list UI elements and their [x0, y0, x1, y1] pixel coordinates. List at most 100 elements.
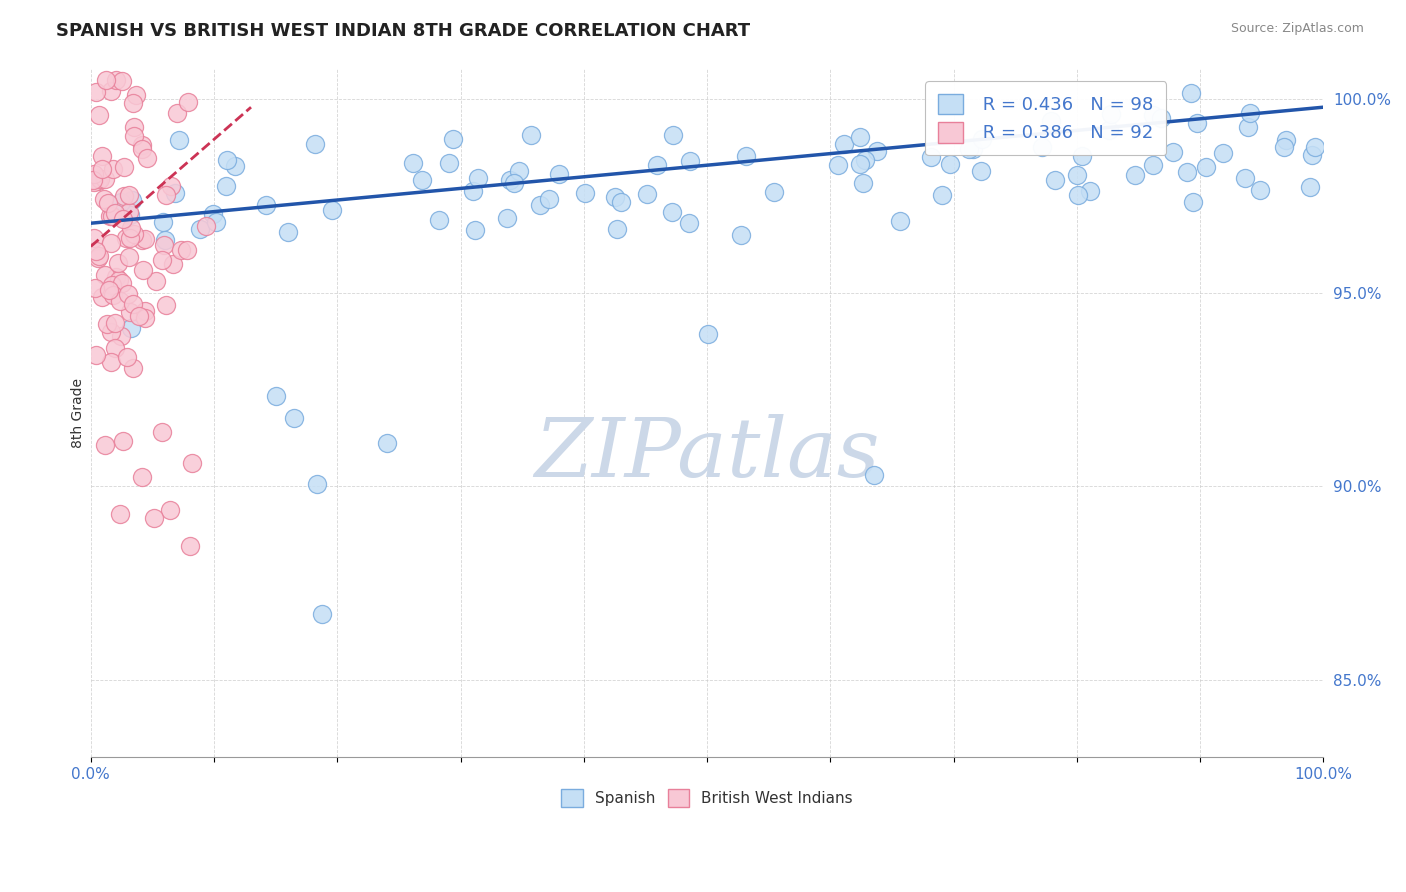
- Point: [121, 193, 143, 207]
- Point: [863, 468, 886, 483]
- Point: [889, 214, 911, 228]
- Point: [962, 142, 984, 156]
- Point: [1161, 145, 1184, 159]
- Point: [1150, 111, 1173, 125]
- Point: [735, 149, 758, 163]
- Point: [866, 144, 889, 158]
- Point: [957, 142, 980, 156]
- Point: [83, 175, 105, 189]
- Point: [104, 342, 127, 356]
- Point: [114, 161, 136, 175]
- Point: [204, 215, 226, 229]
- Point: [402, 155, 425, 169]
- Point: [1299, 179, 1322, 194]
- Point: [110, 507, 132, 521]
- Point: [730, 228, 752, 243]
- Point: [606, 222, 628, 236]
- Point: [849, 157, 872, 171]
- Point: [1185, 115, 1208, 129]
- Point: [89, 172, 111, 186]
- Point: [827, 158, 849, 172]
- Point: [441, 131, 464, 145]
- Point: [304, 136, 326, 151]
- Point: [439, 156, 461, 170]
- Point: [131, 142, 153, 156]
- Point: [529, 198, 551, 212]
- Point: [1275, 133, 1298, 147]
- Point: [264, 389, 287, 403]
- Point: [82, 173, 104, 187]
- Point: [93, 192, 115, 206]
- Point: [155, 298, 177, 312]
- Point: [101, 288, 124, 302]
- Point: [1040, 113, 1063, 128]
- Point: [100, 235, 122, 250]
- Point: [122, 120, 145, 134]
- Point: [122, 95, 145, 110]
- Point: [122, 129, 145, 144]
- Point: [848, 130, 870, 145]
- Point: [970, 164, 993, 178]
- Point: [83, 281, 105, 295]
- Point: [1067, 187, 1090, 202]
- Point: [131, 263, 153, 277]
- Legend: Spanish, British West Indians: Spanish, British West Indians: [554, 781, 860, 814]
- Point: [1180, 87, 1202, 101]
- Point: [84, 85, 107, 99]
- Point: [104, 316, 127, 330]
- Point: [1301, 148, 1323, 162]
- Point: [118, 305, 141, 319]
- Point: [87, 174, 110, 188]
- Point: [461, 184, 484, 198]
- Point: [131, 469, 153, 483]
- Point: [464, 222, 486, 236]
- Point: [636, 186, 658, 201]
- Point: [128, 309, 150, 323]
- Point: [91, 149, 114, 163]
- Point: [1071, 149, 1094, 163]
- Point: [111, 434, 134, 448]
- Point: [104, 73, 127, 87]
- Point: [321, 202, 343, 217]
- Point: [852, 176, 875, 190]
- Point: [762, 185, 785, 199]
- Point: [679, 153, 702, 168]
- Point: [645, 158, 668, 172]
- Point: [100, 326, 122, 340]
- Point: [152, 252, 174, 267]
- Point: [920, 150, 942, 164]
- Point: [105, 270, 128, 285]
- Point: [83, 231, 105, 245]
- Point: [96, 317, 118, 331]
- Point: [1182, 194, 1205, 209]
- Y-axis label: 8th Grade: 8th Grade: [72, 377, 86, 448]
- Point: [1142, 108, 1164, 122]
- Point: [134, 304, 156, 318]
- Point: [1123, 169, 1146, 183]
- Point: [1099, 107, 1122, 121]
- Point: [122, 297, 145, 311]
- Point: [117, 286, 139, 301]
- Point: [94, 268, 117, 283]
- Point: [508, 164, 530, 178]
- Point: [170, 243, 193, 257]
- Point: [108, 293, 131, 308]
- Point: [224, 159, 246, 173]
- Point: [104, 206, 127, 220]
- Point: [145, 274, 167, 288]
- Point: [122, 360, 145, 375]
- Point: [1237, 120, 1260, 135]
- Point: [107, 256, 129, 270]
- Point: [603, 190, 626, 204]
- Point: [1045, 173, 1067, 187]
- Point: [117, 350, 139, 364]
- Point: [86, 251, 108, 265]
- Point: [311, 607, 333, 622]
- Point: [496, 211, 519, 226]
- Point: [1249, 183, 1271, 197]
- Text: ZIPatlas: ZIPatlas: [534, 414, 880, 494]
- Point: [163, 186, 186, 201]
- Point: [84, 244, 107, 258]
- Point: [939, 157, 962, 171]
- Point: [114, 231, 136, 245]
